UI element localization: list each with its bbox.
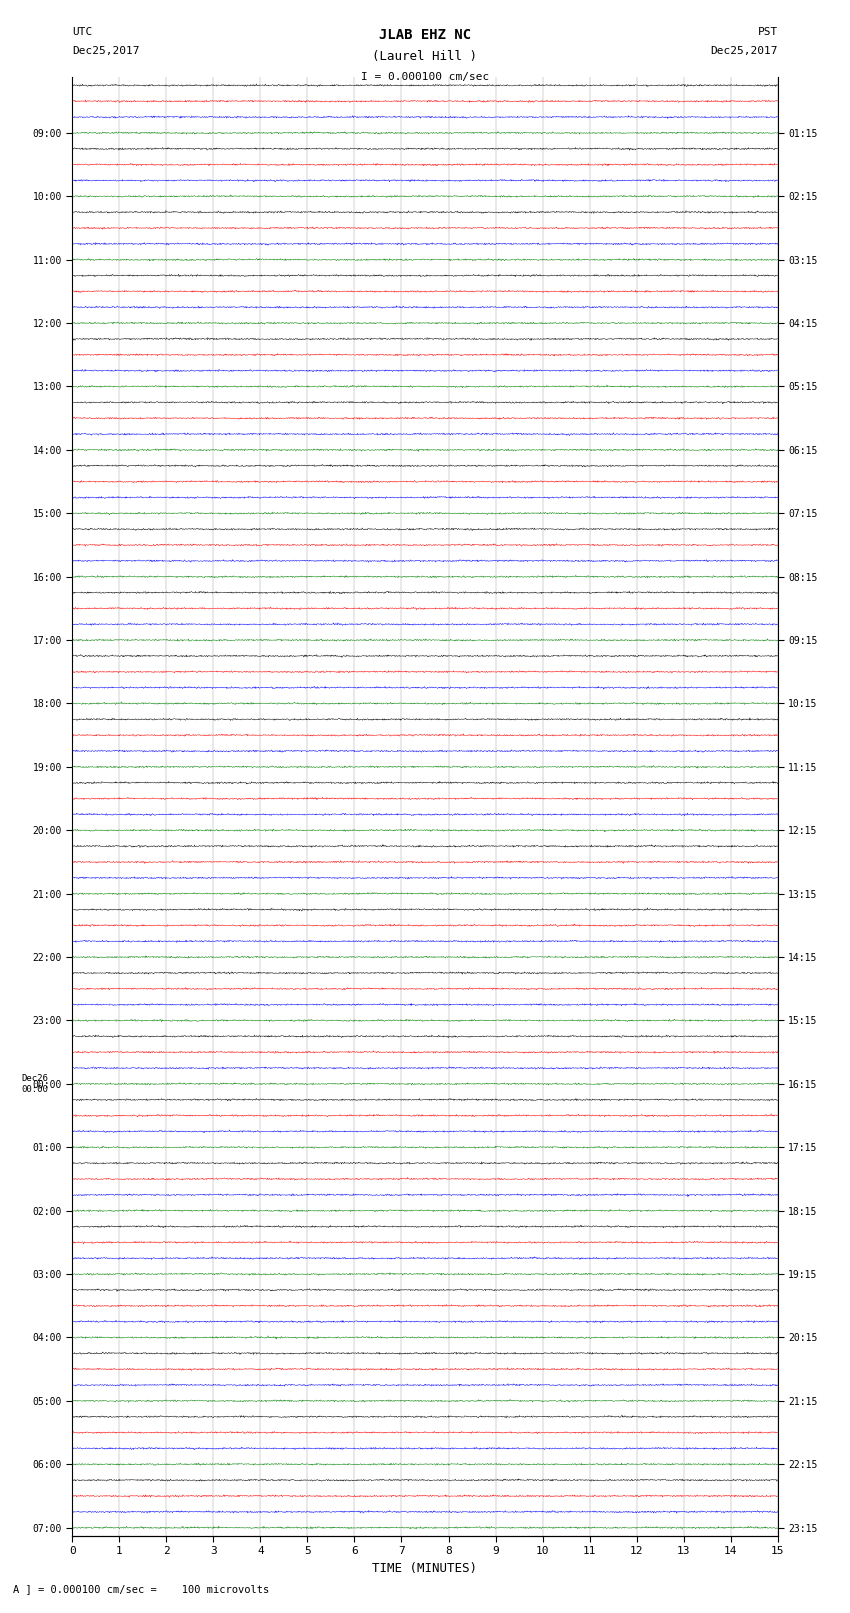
- Text: JLAB EHZ NC: JLAB EHZ NC: [379, 27, 471, 42]
- Text: PST: PST: [757, 27, 778, 37]
- X-axis label: TIME (MINUTES): TIME (MINUTES): [372, 1561, 478, 1574]
- Text: Dec26
00:00: Dec26 00:00: [22, 1074, 48, 1094]
- Text: UTC: UTC: [72, 27, 93, 37]
- Text: I = 0.000100 cm/sec: I = 0.000100 cm/sec: [361, 73, 489, 82]
- Text: Dec25,2017: Dec25,2017: [711, 47, 778, 56]
- Text: (Laurel Hill ): (Laurel Hill ): [372, 50, 478, 63]
- Text: A ] = 0.000100 cm/sec =    100 microvolts: A ] = 0.000100 cm/sec = 100 microvolts: [13, 1584, 269, 1594]
- Text: Dec25,2017: Dec25,2017: [72, 47, 139, 56]
